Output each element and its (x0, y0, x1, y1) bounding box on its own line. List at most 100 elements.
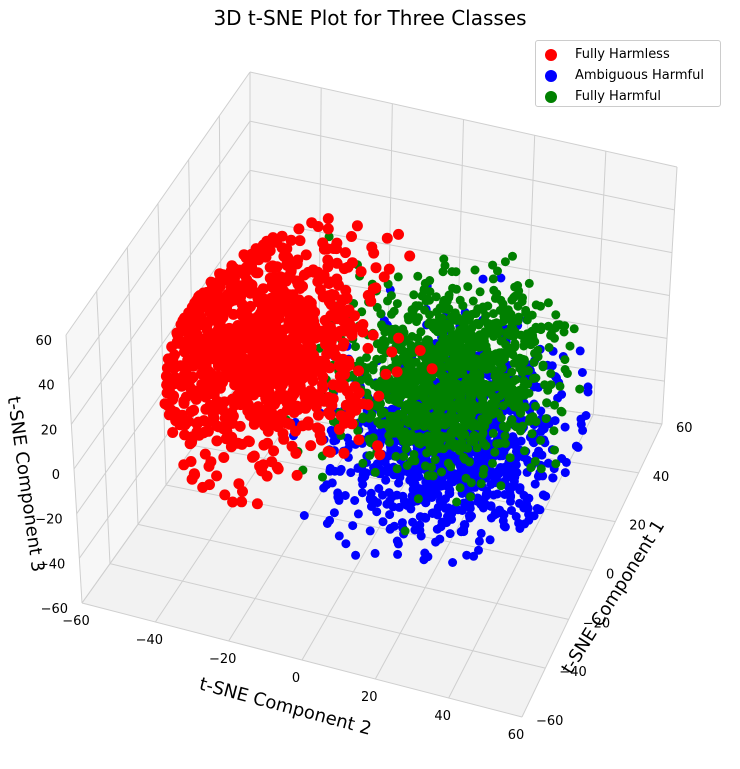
data-point (431, 395, 441, 405)
data-point (341, 539, 351, 549)
data-point (167, 394, 179, 405)
data-point (372, 402, 382, 412)
data-point (376, 409, 386, 419)
data-point (169, 406, 181, 418)
data-point (224, 371, 236, 383)
data-point (464, 511, 474, 521)
data-point (519, 341, 529, 351)
data-point (462, 443, 471, 453)
data-point (562, 369, 572, 378)
data-point (186, 473, 198, 485)
data-point (275, 297, 287, 308)
data-point (431, 345, 441, 355)
y-tick-label: 0 (292, 671, 300, 686)
data-point (298, 363, 310, 375)
data-point (334, 495, 344, 505)
data-point (498, 421, 508, 431)
grid-line (65, 71, 251, 336)
data-point (557, 390, 567, 399)
data-point (402, 501, 412, 510)
grid-line (249, 120, 675, 211)
data-point (561, 457, 571, 467)
data-point (236, 438, 248, 450)
data-point (520, 334, 530, 344)
data-point (419, 372, 429, 382)
data-point (446, 384, 456, 394)
data-point (284, 418, 296, 430)
data-point (505, 418, 515, 428)
data-point (431, 292, 441, 302)
data-point (390, 324, 400, 334)
data-point (413, 271, 423, 281)
data-point (423, 552, 433, 562)
data-point (405, 347, 415, 357)
data-point (576, 419, 586, 429)
data-point (448, 558, 458, 567)
data-point (392, 299, 402, 309)
data-point (488, 260, 498, 270)
data-point (348, 521, 358, 531)
data-point (290, 447, 302, 459)
data-point (488, 428, 498, 438)
data-point (254, 287, 265, 299)
data-point (179, 346, 190, 358)
data-point (385, 510, 395, 520)
data-point (420, 386, 430, 396)
data-point (460, 520, 470, 530)
data-point (402, 461, 412, 470)
data-point (481, 489, 491, 499)
data-point (565, 341, 575, 351)
data-point (531, 322, 541, 332)
data-point (480, 354, 490, 364)
data-point (322, 290, 334, 302)
data-point (529, 357, 539, 367)
data-point (185, 456, 197, 467)
data-point (481, 441, 491, 451)
data-point (495, 305, 505, 315)
data-point (285, 266, 297, 277)
data-point (511, 390, 521, 400)
data-point (438, 346, 448, 356)
data-point (381, 232, 393, 244)
data-point (201, 300, 213, 312)
data-point (346, 327, 358, 339)
data-point (305, 341, 317, 353)
legend-item-ambiguous-harmful: Ambiguous Harmful (545, 65, 720, 86)
data-point (436, 321, 445, 331)
data-point (370, 262, 382, 274)
data-point (445, 489, 455, 499)
data-point (398, 324, 408, 334)
data-point (240, 337, 252, 349)
data-point (435, 303, 445, 313)
data-point (421, 513, 431, 523)
data-point (340, 247, 351, 259)
data-point (324, 232, 334, 242)
left-pane (66, 72, 250, 603)
data-point (527, 429, 537, 439)
data-point (516, 426, 525, 436)
data-point (262, 386, 274, 398)
z-tick-label: −60 (41, 602, 68, 617)
data-point (226, 283, 238, 295)
data-point (444, 293, 454, 303)
data-point (509, 439, 519, 449)
data-point (226, 394, 238, 406)
data-point (335, 410, 347, 422)
data-point (489, 490, 499, 500)
data-point (253, 296, 265, 308)
data-point (486, 501, 496, 511)
data-point (520, 519, 530, 529)
data-point (445, 529, 455, 539)
data-point (377, 354, 387, 364)
data-point (417, 291, 427, 301)
data-point (293, 223, 305, 235)
data-point (520, 390, 530, 400)
data-point (427, 493, 437, 502)
data-point (312, 221, 324, 232)
data-point (368, 360, 378, 370)
data-point (538, 360, 548, 370)
data-point (307, 375, 319, 387)
data-point (392, 464, 402, 474)
data-point (340, 491, 350, 500)
data-point (314, 355, 326, 367)
